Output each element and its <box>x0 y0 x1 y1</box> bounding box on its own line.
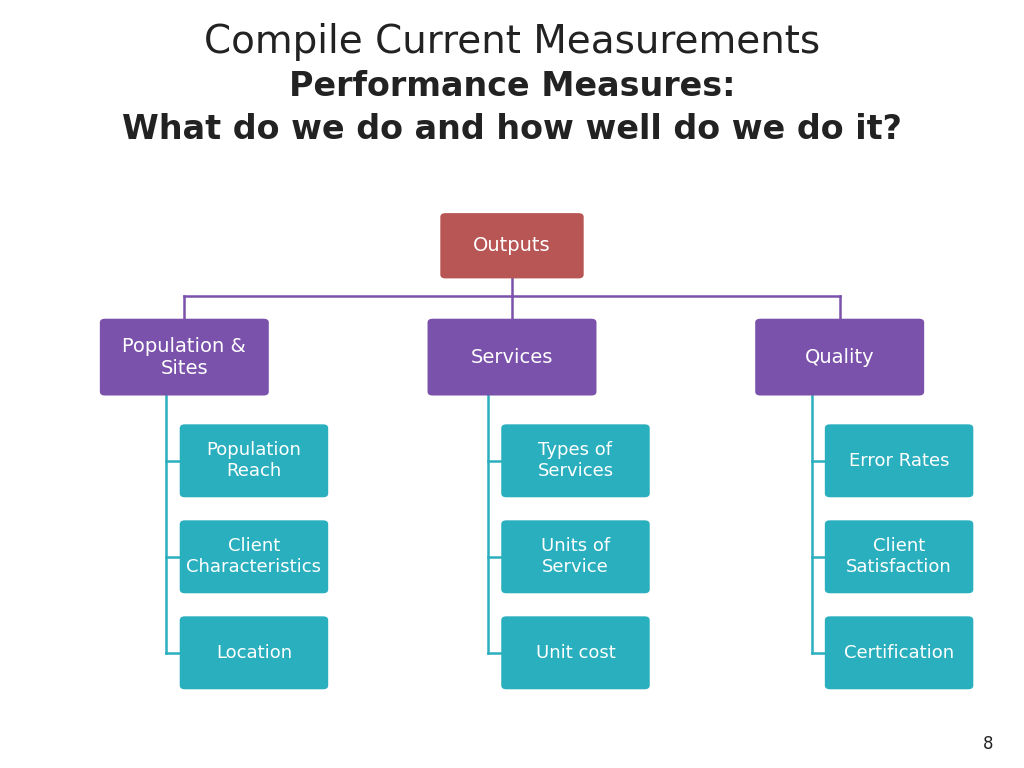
FancyBboxPatch shape <box>502 424 650 498</box>
FancyBboxPatch shape <box>180 424 328 498</box>
Text: Outputs: Outputs <box>473 237 551 255</box>
FancyBboxPatch shape <box>502 616 650 690</box>
FancyBboxPatch shape <box>99 319 268 396</box>
Text: Error Rates: Error Rates <box>849 452 949 470</box>
Text: Location: Location <box>216 644 292 662</box>
Text: Performance Measures:: Performance Measures: <box>289 70 735 102</box>
FancyBboxPatch shape <box>180 616 328 690</box>
FancyBboxPatch shape <box>428 319 596 396</box>
Text: What do we do and how well do we do it?: What do we do and how well do we do it? <box>122 113 902 145</box>
Text: Services: Services <box>471 348 553 366</box>
Text: Units of
Service: Units of Service <box>541 538 610 576</box>
Text: Population
Reach: Population Reach <box>207 442 301 480</box>
Text: Compile Current Measurements: Compile Current Measurements <box>204 23 820 61</box>
Text: Client
Characteristics: Client Characteristics <box>186 538 322 576</box>
Text: Quality: Quality <box>805 348 874 366</box>
FancyBboxPatch shape <box>825 616 973 690</box>
Text: Client
Satisfaction: Client Satisfaction <box>846 538 952 576</box>
Text: Unit cost: Unit cost <box>536 644 615 662</box>
Text: Certification: Certification <box>844 644 954 662</box>
Text: Types of
Services: Types of Services <box>538 442 613 480</box>
Text: 8: 8 <box>983 735 993 753</box>
FancyBboxPatch shape <box>825 424 973 498</box>
FancyBboxPatch shape <box>502 521 650 593</box>
FancyBboxPatch shape <box>440 214 584 279</box>
FancyBboxPatch shape <box>180 521 328 593</box>
FancyBboxPatch shape <box>825 521 973 593</box>
Text: Population &
Sites: Population & Sites <box>123 336 246 378</box>
FancyBboxPatch shape <box>755 319 924 396</box>
